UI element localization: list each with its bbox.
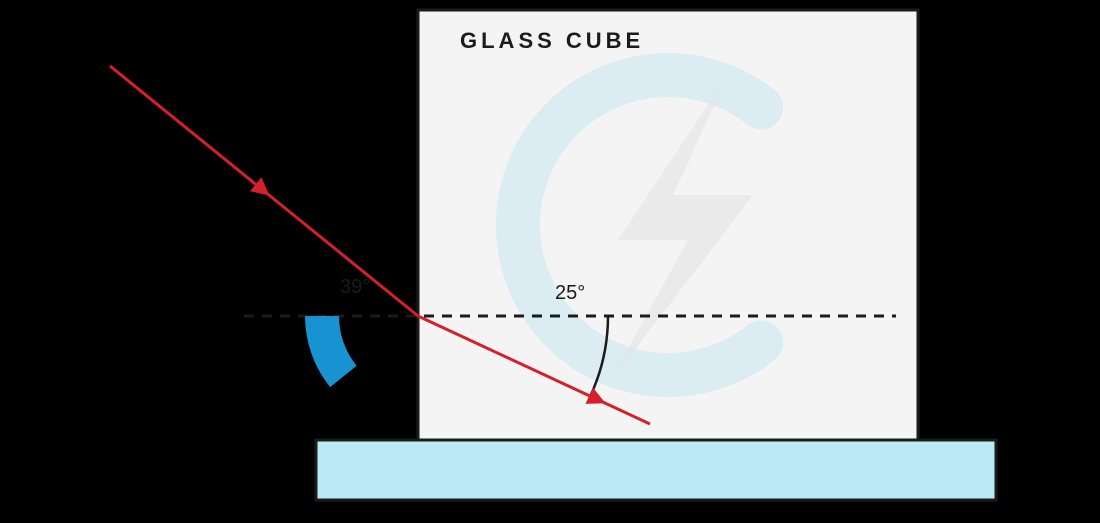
glass-cube-title: GLASS CUBE — [460, 28, 644, 54]
angle-refraction-label: 25° — [555, 282, 585, 305]
angle-incidence-label: 39° — [340, 276, 370, 299]
incident-ray — [110, 66, 264, 191]
angle-arc-incidence — [322, 316, 343, 376]
liquid-layer — [316, 440, 996, 500]
